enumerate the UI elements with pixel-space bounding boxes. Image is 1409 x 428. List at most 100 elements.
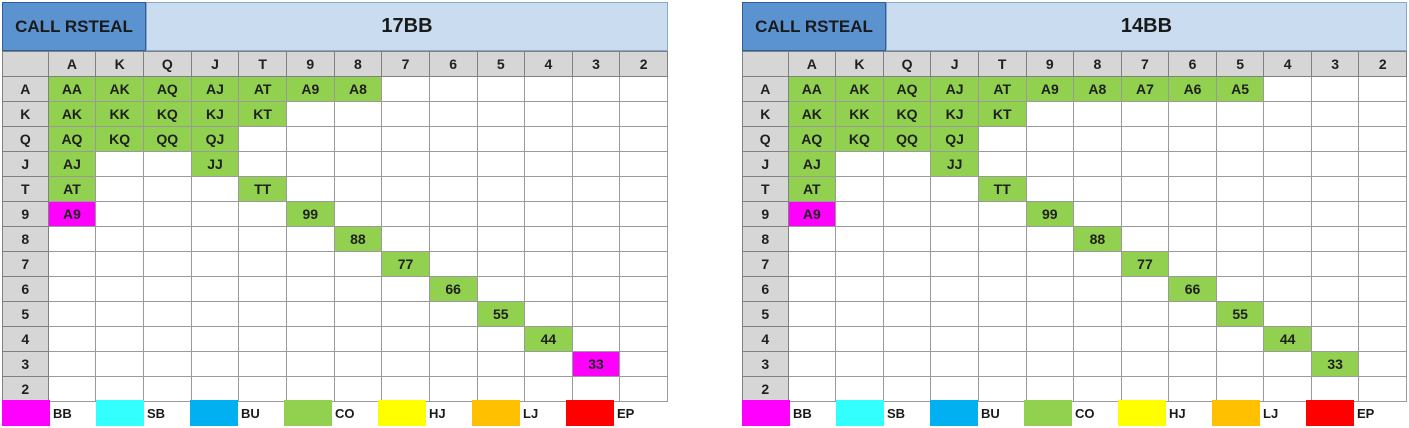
hand-cell: [238, 251, 287, 277]
hand-cell: [142, 176, 192, 202]
hand-cell: [190, 201, 240, 227]
hand-cell: [142, 301, 192, 327]
hand-cell: [1215, 176, 1265, 202]
legend-item-sb: SB: [836, 400, 930, 426]
grid-row: T AT TT: [742, 176, 1407, 202]
hand-cell: [571, 101, 621, 127]
hand-cell: [381, 276, 430, 302]
hand-cell: 33: [1310, 351, 1360, 377]
hand-cell: [571, 301, 621, 327]
hand-cell: [619, 226, 668, 252]
hand-cell: [977, 226, 1027, 252]
grid-row: 6 66: [2, 276, 668, 302]
grid-corner: [742, 51, 789, 77]
hand-cell: 55: [476, 301, 526, 327]
hand-cell: 88: [1073, 226, 1122, 252]
column-rank-header: 3: [571, 51, 621, 77]
hand-cell: [835, 151, 884, 177]
hand-cell: [882, 201, 932, 227]
grid-row: 7 77: [742, 251, 1407, 277]
hand-cell: [835, 201, 884, 227]
legend-swatch: [1118, 400, 1166, 426]
column-rank-header: 5: [1215, 51, 1265, 77]
hand-cell: A9: [47, 201, 97, 227]
hand-cell: [977, 126, 1027, 152]
hand-cell: [1120, 151, 1170, 177]
hand-cell: [977, 376, 1027, 402]
hand-cell: [787, 226, 837, 252]
row-rank-header: A: [742, 76, 789, 102]
hand-cell: [1263, 151, 1312, 177]
hand-cell: [238, 351, 287, 377]
hand-cell: JJ: [190, 151, 240, 177]
hand-cell: [1120, 101, 1170, 127]
hand-cell: [285, 301, 335, 327]
legend-label: CO: [1075, 405, 1095, 421]
legend-item-sb: SB: [96, 400, 190, 426]
row-rank-header: Q: [742, 126, 789, 152]
hand-cell: [1215, 101, 1265, 127]
hand-cell: [571, 276, 621, 302]
hand-cell: [1168, 301, 1217, 327]
grid-row: 4 44: [2, 326, 668, 352]
legend-swatch: [566, 400, 614, 426]
column-rank-header: 3: [1310, 51, 1360, 77]
hand-cell: [1215, 376, 1265, 402]
column-rank-header: 2: [619, 51, 668, 77]
hand-cell: [882, 351, 932, 377]
position-legend: BB SB BU CO HJ LJ EP: [2, 400, 660, 426]
hand-cell: TT: [238, 176, 287, 202]
hand-cell: [571, 251, 621, 277]
legend-label: BU: [981, 405, 1000, 421]
legend-swatch: [930, 400, 978, 426]
hand-cell: [1310, 251, 1360, 277]
hand-cell: [835, 276, 884, 302]
grid-row: 9 A9 99: [2, 201, 668, 227]
hand-cell: [1215, 251, 1265, 277]
hand-cell: [1073, 151, 1122, 177]
hand-cell: [381, 176, 430, 202]
hand-cell: [1310, 276, 1360, 302]
hand-cell: [1025, 276, 1075, 302]
hand-cell: [381, 101, 430, 127]
hand-cell: [1215, 126, 1265, 152]
legend-item-co: CO: [284, 400, 378, 426]
column-rank-header: 9: [1025, 51, 1075, 77]
hand-cell: [1263, 351, 1312, 377]
hand-cell: [930, 226, 979, 252]
hand-cell: [1263, 101, 1312, 127]
hand-cell: [619, 301, 668, 327]
hand-cell: [47, 351, 97, 377]
grid-row: K AK KK KQ KJ KT: [2, 101, 668, 127]
hand-cell: [930, 376, 979, 402]
hand-cell: [381, 301, 430, 327]
hand-cell: [524, 376, 573, 402]
hand-cell: [428, 326, 478, 352]
position-legend: BB SB BU CO HJ LJ EP: [742, 400, 1400, 426]
hand-cell: [1215, 276, 1265, 302]
hand-cell: [428, 101, 478, 127]
hand-cell: [285, 326, 335, 352]
legend-label: BU: [241, 405, 260, 421]
legend-item-bu: BU: [190, 400, 284, 426]
legend-label: EP: [1357, 405, 1375, 421]
legend-swatch: [1306, 400, 1354, 426]
hand-cell: [1358, 376, 1407, 402]
hand-cell: [1073, 101, 1122, 127]
hand-cell: A9: [787, 201, 837, 227]
hand-cell: [1168, 226, 1217, 252]
column-rank-header: 2: [1358, 51, 1407, 77]
hand-cell: [1120, 376, 1170, 402]
column-rank-header: J: [930, 51, 979, 77]
column-rank-header: 7: [381, 51, 430, 77]
hand-cell: AJ: [47, 151, 97, 177]
hand-cell: 66: [428, 276, 478, 302]
hand-cell: TT: [977, 176, 1027, 202]
hand-cell: AJ: [930, 76, 979, 102]
hand-cell: KQ: [882, 101, 932, 127]
hand-cell: [95, 226, 144, 252]
hand-cell: KJ: [190, 101, 240, 127]
row-rank-header: 9: [742, 201, 789, 227]
hand-cell: [1025, 126, 1075, 152]
hand-cell: AT: [238, 76, 287, 102]
